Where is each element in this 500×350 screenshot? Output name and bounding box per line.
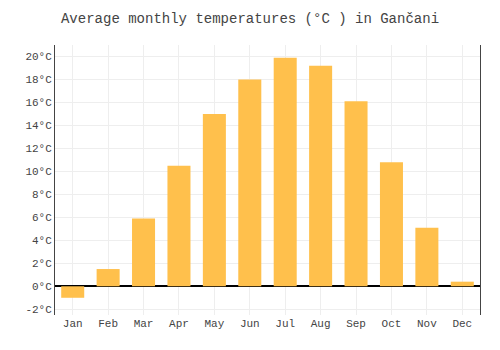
svg-text:18°C: 18°C [25, 74, 52, 86]
svg-text:12°C: 12°C [25, 143, 52, 155]
svg-text:6°C: 6°C [32, 212, 52, 224]
svg-text:Jul: Jul [275, 318, 295, 330]
svg-text:Nov: Nov [417, 318, 437, 330]
svg-text:Apr: Apr [169, 318, 189, 330]
svg-text:4°C: 4°C [32, 235, 52, 247]
svg-text:2°C: 2°C [32, 258, 52, 270]
svg-text:8°C: 8°C [32, 189, 52, 201]
svg-text:Mar: Mar [134, 318, 154, 330]
svg-text:May: May [204, 318, 224, 330]
svg-text:Oct: Oct [382, 318, 402, 330]
svg-text:Aug: Aug [311, 318, 331, 330]
svg-text:Jun: Jun [240, 318, 260, 330]
svg-text:Average monthly temperatures (: Average monthly temperatures (°C ) in Ga… [61, 11, 439, 27]
svg-text:0°C: 0°C [32, 281, 52, 293]
svg-text:-2°C: -2°C [25, 304, 52, 316]
svg-text:Sep: Sep [346, 318, 366, 330]
svg-text:20°C: 20°C [25, 51, 52, 63]
svg-text:Feb: Feb [98, 318, 118, 330]
svg-text:10°C: 10°C [25, 166, 52, 178]
svg-text:14°C: 14°C [25, 120, 52, 132]
svg-text:Dec: Dec [452, 318, 472, 330]
svg-text:16°C: 16°C [25, 97, 52, 109]
svg-text:Jan: Jan [63, 318, 83, 330]
